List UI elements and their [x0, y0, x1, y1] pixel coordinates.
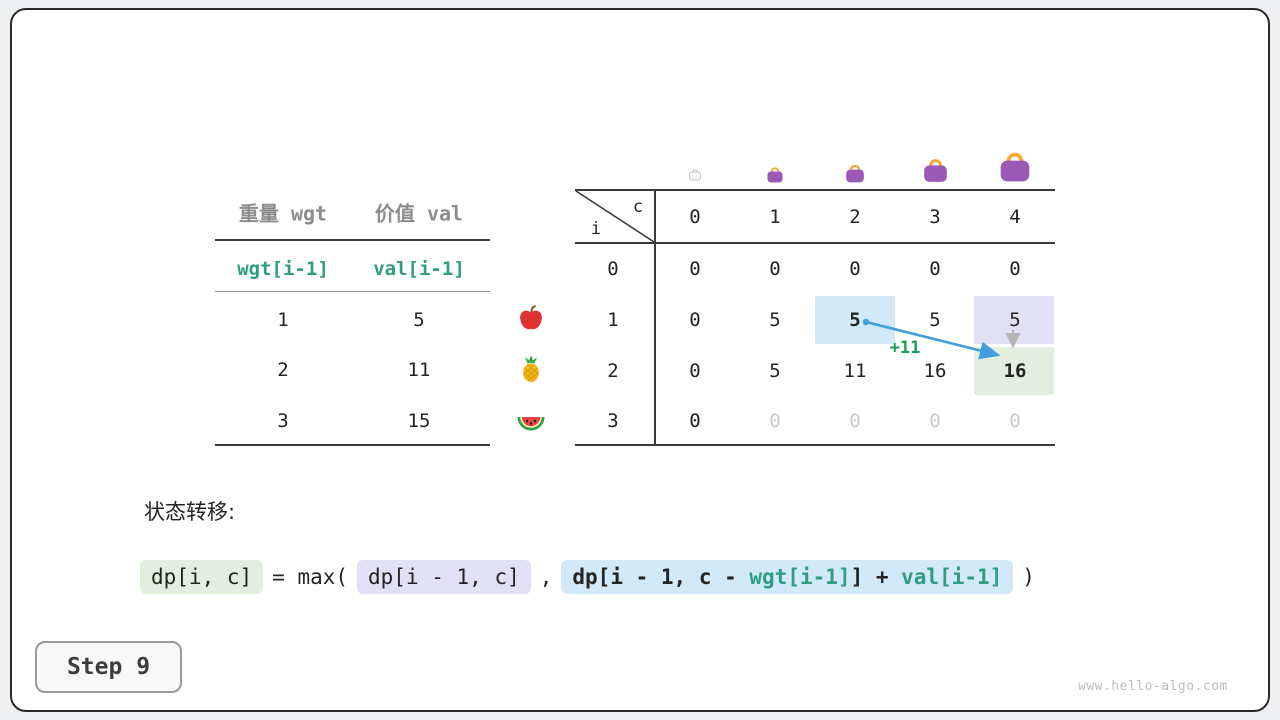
bag-icon-tiny	[687, 166, 703, 181]
dp-cell: 0	[689, 410, 701, 432]
bag-icon-xlarge	[994, 145, 1036, 184]
value-cell: 15	[407, 410, 431, 432]
dp-cell-source: 5	[849, 309, 861, 331]
dp-cell: 0	[689, 360, 701, 382]
corner-diagonal-line	[575, 190, 655, 243]
weight-cell: 3	[277, 410, 289, 432]
dp-cell-target: 16	[1003, 360, 1027, 382]
site-watermark: www.hello-algo.com	[1078, 679, 1228, 694]
dp-cell: 0	[929, 258, 941, 280]
pineapple-icon	[516, 354, 546, 384]
apple-icon	[516, 303, 546, 333]
dp-row-header: 0	[607, 258, 619, 280]
corner-row-var: i	[590, 219, 602, 239]
highlight-source-cell	[815, 296, 895, 344]
step-badge: Step 9	[35, 641, 182, 693]
dp-table-header-line	[575, 242, 1055, 244]
dp-cell-above: 5	[1009, 309, 1021, 331]
dp-cell: 16	[923, 360, 947, 382]
formula-term-take: dp[i - 1, c - wgt[i-1]] + val[i-1]	[561, 560, 1014, 594]
weight-column-header: 重量 wgt	[238, 201, 328, 226]
corner-col-var: c	[632, 197, 644, 217]
dp-table-vertical-line	[654, 189, 656, 446]
dp-cell: 5	[769, 360, 781, 382]
dp-col-header: 0	[689, 206, 701, 228]
dp-cell: 0	[689, 258, 701, 280]
value-cell: 11	[407, 359, 431, 381]
dp-cell: 5	[769, 309, 781, 331]
dp-col-header: 1	[769, 206, 781, 228]
weight-cell: 2	[277, 359, 289, 381]
weight-table-divider-line	[215, 291, 490, 292]
formula-comma: ,	[539, 565, 553, 589]
formula-wgt-ref: wgt[i-1]	[749, 565, 851, 589]
val-variable-label: val[i-1]	[373, 258, 465, 280]
dp-cell-pending: 0	[1009, 410, 1021, 432]
weight-table-header-line	[215, 239, 490, 241]
weight-cell: 1	[277, 309, 289, 331]
watermelon-icon	[515, 406, 547, 436]
dp-row-header: 1	[607, 309, 619, 331]
bag-icon-large	[919, 153, 952, 184]
formula-term-skip: dp[i - 1, c]	[357, 560, 531, 594]
dp-cell-pending: 0	[769, 410, 781, 432]
formula-term-take-mid: ] +	[850, 565, 902, 589]
bag-icon-small	[764, 163, 786, 184]
transition-formula: dp[i, c] = max( dp[i - 1, c] , dp[i - 1,…	[140, 560, 1035, 594]
dp-cell: 11	[843, 360, 867, 382]
figure-card	[10, 8, 1270, 712]
formula-lhs: dp[i, c]	[140, 560, 264, 594]
weight-table-bottom-line	[215, 444, 490, 446]
dp-cell: 0	[1009, 258, 1021, 280]
formula-val-ref: val[i-1]	[901, 565, 1003, 589]
dp-col-header: 2	[849, 206, 861, 228]
dp-cell-pending: 0	[929, 410, 941, 432]
dp-cell: 0	[689, 309, 701, 331]
dp-table-bottom-line	[575, 444, 1055, 446]
dp-row-header: 3	[607, 410, 619, 432]
wgt-variable-label: wgt[i-1]	[237, 258, 329, 280]
dp-cell-pending: 0	[849, 410, 861, 432]
value-column-header: 价值 val	[374, 201, 464, 226]
transition-arrow	[560, 280, 1080, 410]
dp-row-header: 2	[607, 360, 619, 382]
value-added-label: +11	[889, 338, 921, 358]
dp-col-header: 4	[1009, 206, 1021, 228]
formula-term-take-pre: dp[i - 1, c -	[572, 565, 750, 589]
dp-table-top-line	[575, 189, 1055, 191]
formula-equals-max: = max(	[272, 565, 349, 589]
dp-cell: 0	[769, 258, 781, 280]
dp-cell: 0	[849, 258, 861, 280]
bag-icon-medium	[842, 160, 868, 184]
value-cell: 5	[413, 309, 425, 331]
state-transition-heading: 状态转移:	[144, 500, 236, 524]
dp-col-header: 3	[929, 206, 941, 228]
dp-cell: 5	[929, 309, 941, 331]
formula-close-paren: )	[1022, 565, 1035, 589]
